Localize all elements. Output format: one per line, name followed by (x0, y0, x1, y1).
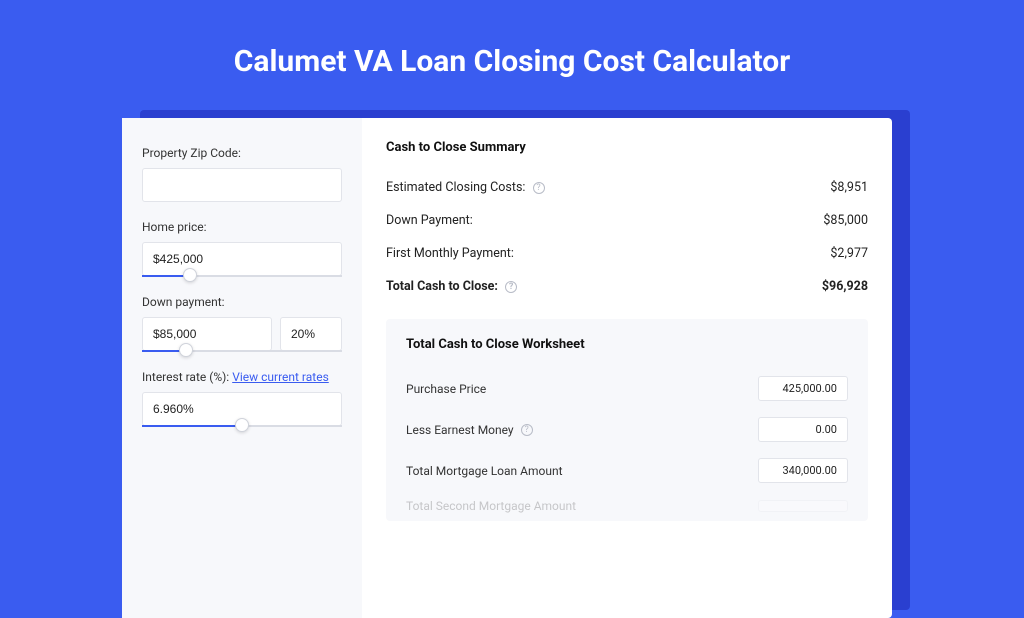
zip-input[interactable] (142, 168, 342, 202)
view-rates-link[interactable]: View current rates (232, 370, 329, 384)
worksheet-row-value: 0.00 (758, 417, 848, 442)
worksheet-row-label: Total Second Mortgage Amount (406, 499, 576, 513)
summary-row-value: $96,928 (822, 279, 868, 294)
calculator-card: Property Zip Code: Home price: Down paym… (122, 118, 892, 618)
interest-rate-slider-wrap (142, 392, 342, 427)
summary-row-label: First Monthly Payment: (386, 246, 514, 261)
worksheet-row-value: 340,000.00 (758, 458, 848, 483)
home-price-slider-wrap (142, 242, 342, 277)
summary-row-total: Total Cash to Close: ? $96,928 (386, 270, 868, 303)
summary-row: Estimated Closing Costs: ? $8,951 (386, 171, 868, 204)
help-icon[interactable]: ? (505, 281, 517, 293)
summary-label-text: Estimated Closing Costs: (386, 180, 525, 195)
inputs-sidebar: Property Zip Code: Home price: Down paym… (122, 118, 362, 618)
worksheet-label-text: Less Earnest Money (406, 423, 514, 437)
down-payment-row (142, 317, 342, 351)
interest-rate-slider-fill (142, 425, 242, 427)
worksheet-row-label: Total Mortgage Loan Amount (406, 464, 563, 478)
worksheet-title: Total Cash to Close Worksheet (406, 337, 848, 352)
help-icon[interactable]: ? (533, 182, 545, 194)
worksheet-row-label: Less Earnest Money ? (406, 423, 533, 437)
summary-row-label: Estimated Closing Costs: ? (386, 180, 545, 195)
summary-row-value: $8,951 (830, 180, 868, 195)
summary-row: Down Payment: $85,000 (386, 204, 868, 237)
main-panel: Cash to Close Summary Estimated Closing … (362, 118, 892, 618)
summary-label-text: Total Cash to Close: (386, 279, 498, 294)
zip-field-group: Property Zip Code: (142, 146, 342, 202)
zip-label: Property Zip Code: (142, 146, 342, 160)
worksheet-row-value (758, 500, 848, 512)
summary-list: Estimated Closing Costs: ? $8,951 Down P… (386, 171, 868, 303)
summary-row: First Monthly Payment: $2,977 (386, 237, 868, 270)
down-payment-slider[interactable] (142, 350, 342, 352)
down-payment-pct-input[interactable] (280, 317, 342, 351)
summary-row-value: $2,977 (830, 246, 868, 261)
summary-row-label: Total Cash to Close: ? (386, 279, 517, 294)
home-price-input[interactable] (142, 242, 342, 276)
worksheet-row-value: 425,000.00 (758, 376, 848, 401)
page-title: Calumet VA Loan Closing Cost Calculator (0, 0, 1024, 79)
interest-rate-label: Interest rate (%): (142, 370, 229, 384)
summary-row-label: Down Payment: (386, 213, 473, 228)
home-price-slider[interactable] (142, 275, 342, 277)
down-payment-slider-thumb[interactable] (179, 343, 193, 357)
interest-rate-slider-thumb[interactable] (235, 418, 249, 432)
worksheet-card: Total Cash to Close Worksheet Purchase P… (386, 319, 868, 521)
down-payment-input[interactable] (142, 317, 272, 351)
home-price-field-group: Home price: (142, 220, 342, 277)
summary-row-value: $85,000 (823, 213, 868, 228)
interest-rate-label-row: Interest rate (%): View current rates (142, 370, 342, 384)
summary-title: Cash to Close Summary (386, 140, 868, 155)
interest-rate-field-group: Interest rate (%): View current rates (142, 370, 342, 427)
help-icon[interactable]: ? (521, 424, 533, 436)
worksheet-row-label: Purchase Price (406, 382, 486, 396)
worksheet-row-cutoff: Total Second Mortgage Amount (406, 491, 848, 521)
interest-rate-slider[interactable] (142, 425, 342, 427)
down-payment-field-group: Down payment: (142, 295, 342, 352)
worksheet-row: Total Mortgage Loan Amount 340,000.00 (406, 450, 848, 491)
home-price-label: Home price: (142, 220, 342, 234)
down-payment-label: Down payment: (142, 295, 342, 309)
worksheet-row: Purchase Price 425,000.00 (406, 368, 848, 409)
worksheet-row: Less Earnest Money ? 0.00 (406, 409, 848, 450)
home-price-slider-thumb[interactable] (183, 268, 197, 282)
